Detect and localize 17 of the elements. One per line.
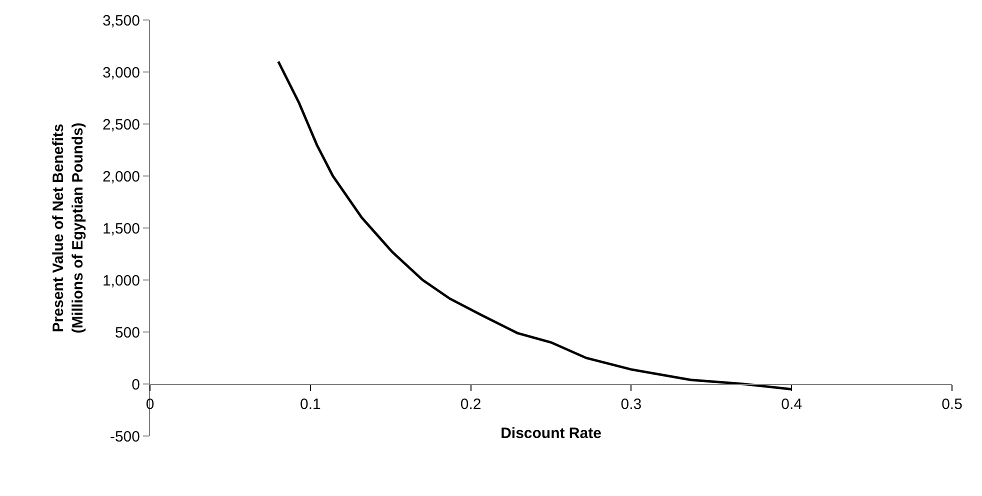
y-tick-label: 0 [132,376,140,394]
y-tick-label: 1,000 [102,272,140,290]
x-axis-title: Discount Rate [500,425,602,442]
y-tick-label: 3,500 [102,12,140,30]
y-axis-title: Present Value of Net Benefits (Millions of Egyptian Pounds) [50,122,87,334]
x-tick-label: 0.1 [300,396,321,413]
y-tick-label: -500 [110,428,140,446]
x-tick-label: 0 [146,396,154,413]
y-tick-label: 1,500 [102,220,140,238]
y-tick-label: 500 [114,324,140,342]
x-tick-label: 0.2 [460,396,482,413]
y-tick-label: 2,500 [102,116,140,134]
y-tick-label: 3,000 [102,64,140,82]
x-tick-label: 0.5 [942,396,962,413]
y-tick-label: 2,000 [102,168,140,186]
x-tick-label: 0.3 [620,396,642,413]
x-tick-label: 0.4 [781,396,802,413]
